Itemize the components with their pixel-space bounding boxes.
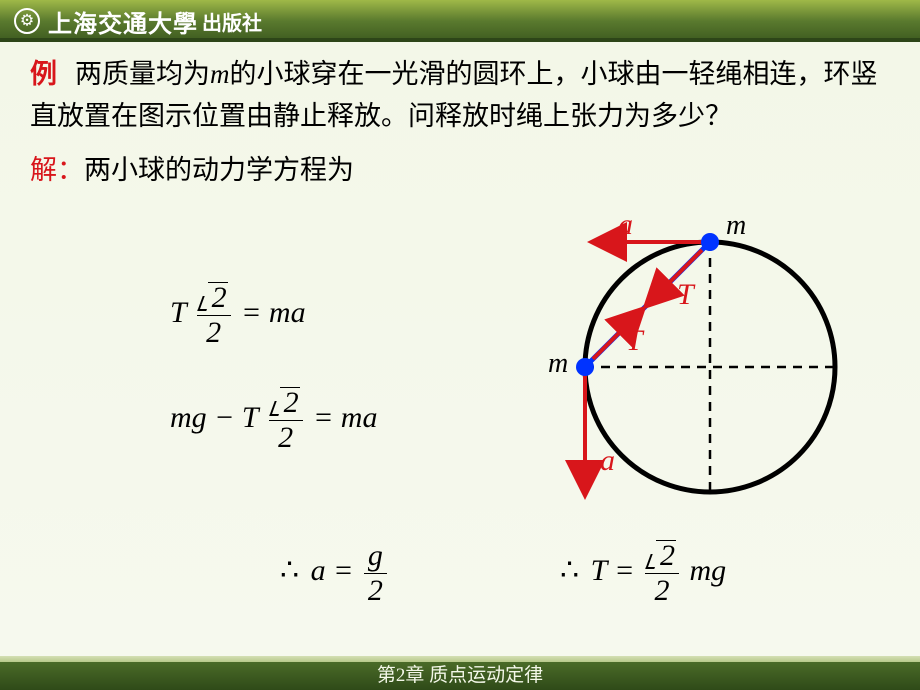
university-logo-icon <box>14 8 40 34</box>
eq1-den: 2 <box>197 316 231 349</box>
equation-4: ∴ T = 2 2 mg <box>560 540 726 606</box>
solution-label: 解： <box>30 155 84 185</box>
equation-2: mg − T 2 2 = ma <box>170 387 377 453</box>
eq3-num: g <box>364 540 387 574</box>
label-t-upper: T <box>677 278 696 311</box>
label-m-top: m <box>726 210 746 241</box>
eq4-den: 2 <box>645 574 679 607</box>
physics-diagram: a m T T m a <box>500 192 880 542</box>
label-t-lower: T <box>626 324 645 357</box>
ball-top <box>701 233 719 251</box>
equation-3: ∴ a = g 2 <box>280 540 390 606</box>
solution-line: 解：两小球的动力学方程为 <box>30 148 890 187</box>
variable-m: m <box>210 59 230 89</box>
tension-arrow-upper <box>648 250 702 304</box>
university-name: 上海交通大學 <box>48 4 198 39</box>
eq3-therefore: ∴ <box>280 554 299 587</box>
eq4-sqrt: 2 <box>660 539 675 572</box>
label-m-left: m <box>548 348 568 379</box>
chapter-title: 第2章 质点运动定律 <box>377 665 543 686</box>
diagram-svg: a m T T m a <box>500 192 880 542</box>
label-a-bottom: a <box>600 444 615 477</box>
problem-text-1: 两质量均为 <box>75 59 210 89</box>
eq4-therefore: ∴ <box>560 554 579 587</box>
footer-bar: 第2章 质点运动定律 <box>0 662 920 690</box>
eq1-sqrt: 2 <box>212 281 227 314</box>
eq3-den: 2 <box>364 574 387 607</box>
solution-text: 两小球的动力学方程为 <box>84 155 354 185</box>
eq2-lhs: mg − T <box>170 401 258 434</box>
eq3-lhs: a = <box>311 554 354 587</box>
example-label: 例 <box>30 59 57 89</box>
eq1-rhs: = ma <box>241 296 305 329</box>
equation-1: T 2 2 = ma <box>170 282 306 348</box>
eq1-T: T <box>170 296 186 329</box>
eq4-lhs: T = <box>591 554 635 587</box>
eq2-den: 2 <box>269 421 303 454</box>
eq4-rhs: mg <box>689 554 726 587</box>
header-bar: 上海交通大學 出版社 <box>0 0 920 42</box>
label-a-top: a <box>618 208 633 241</box>
problem-statement: 例两质量均为m的小球穿在一光滑的圆环上，小球由一轻绳相连，环竖直放置在图示位置由… <box>30 54 890 138</box>
eq2-rhs: = ma <box>313 401 377 434</box>
eq2-sqrt: 2 <box>284 386 299 419</box>
ball-left <box>576 358 594 376</box>
publisher-suffix: 出版社 <box>202 7 262 36</box>
slide-content: 例两质量均为m的小球穿在一光滑的圆环上，小球由一轻绳相连，环竖直放置在图示位置由… <box>0 42 920 662</box>
